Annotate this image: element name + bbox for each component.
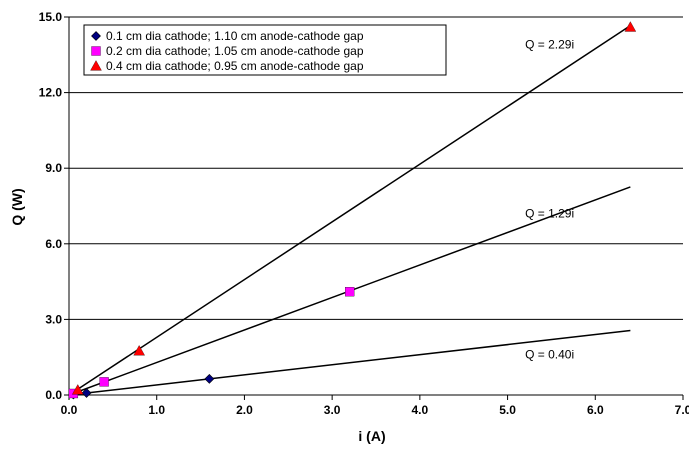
- tick-labels: 0.0 3.0 6.0 9.0 12.0 15.0 0.0 1.0 2.0 3.0 4.0 5.0 6.…: [39, 10, 689, 417]
- y-tick-label: 6.0: [45, 237, 62, 251]
- data-point: [99, 377, 109, 387]
- fit-label: Q = 2.29i: [525, 38, 574, 52]
- axes: [64, 16, 684, 400]
- x-tick-label: 7.0: [675, 403, 689, 417]
- y-tick-label: 12.0: [39, 86, 63, 100]
- x-tick-label: 4.0: [412, 403, 429, 417]
- fit-label: Q = 1.29i: [525, 206, 574, 220]
- x-tick-label: 6.0: [587, 403, 604, 417]
- legend-marker: [91, 46, 101, 56]
- legend-marker: [90, 60, 102, 71]
- legend-box: [83, 24, 447, 76]
- legend-entry: 0.1 cm dia cathode; 1.10 cm anode-cathod…: [106, 29, 364, 43]
- data-point: [345, 287, 355, 297]
- y-tick-label: 0.0: [45, 388, 62, 402]
- x-axis-title: i (A): [358, 428, 385, 444]
- gridlines: [69, 16, 683, 320]
- y-tick-label: 3.0: [45, 312, 62, 326]
- legend: 0.1 cm dia cathode; 1.10 cm anode-cathod…: [83, 24, 447, 76]
- legend-entry: 0.2 cm dia cathode; 1.05 cm anode-cathod…: [106, 44, 364, 58]
- x-tick-label: 2.0: [236, 403, 253, 417]
- x-tick-label: 1.0: [148, 403, 165, 417]
- data-points: [68, 21, 637, 400]
- fit-line: [68, 25, 631, 396]
- fit-annotations: Q = 0.40i Q = 1.29i Q = 2.29i: [525, 38, 574, 362]
- data-point: [72, 384, 84, 395]
- x-tick-label: 5.0: [499, 403, 516, 417]
- legend-marker: [91, 31, 101, 41]
- x-tick-label: 0.0: [61, 403, 78, 417]
- y-tick-label: 9.0: [45, 161, 62, 175]
- fit-line: [68, 329, 631, 396]
- fit-label: Q = 0.40i: [525, 347, 574, 361]
- x-tick-label: 3.0: [324, 403, 341, 417]
- legend-entry: 0.4 cm dia cathode; 0.95 cm anode-cathod…: [106, 59, 364, 73]
- data-point: [81, 388, 92, 398]
- y-axis-title: Q (W): [9, 188, 25, 225]
- data-point: [204, 373, 215, 384]
- data-point: [133, 345, 145, 356]
- y-tick-label: 15.0: [39, 10, 63, 24]
- data-point: [624, 21, 637, 32]
